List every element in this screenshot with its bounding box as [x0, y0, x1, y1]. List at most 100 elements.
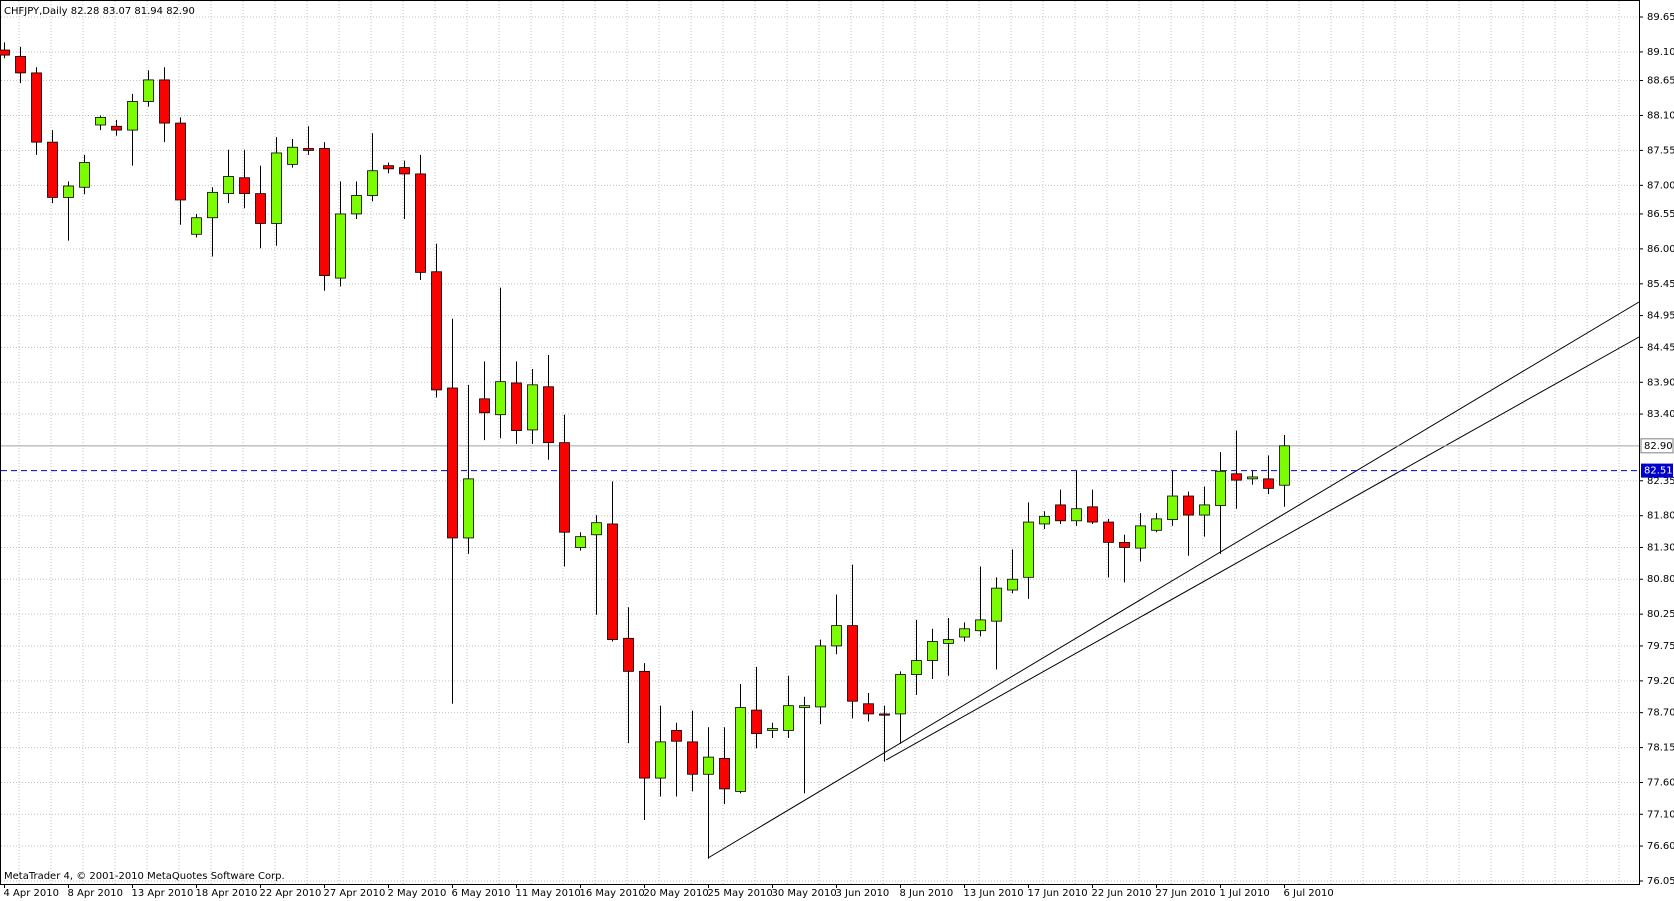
x-tick-label: 27 Apr 2010 [324, 888, 386, 899]
candle-body [1039, 515, 1050, 525]
y-tick-label: 76.60 [1647, 841, 1674, 852]
candle-body [335, 213, 346, 279]
candle-body [1007, 578, 1018, 591]
candle-body [175, 122, 186, 201]
candle-body [895, 674, 906, 715]
candle-body [319, 148, 330, 276]
candle-body [367, 170, 378, 196]
y-tick-label: 82.35 [1647, 476, 1674, 487]
candle-body [143, 79, 154, 102]
x-tick-label: 11 May 2010 [516, 888, 581, 899]
candle-body [879, 713, 890, 716]
candle-body [239, 177, 250, 195]
candle-body [991, 587, 1002, 622]
candle-body [1279, 445, 1290, 486]
x-tick-label: 17 Jun 2010 [1028, 888, 1088, 899]
candle-body [559, 442, 570, 533]
candle-body [383, 165, 394, 170]
candle-body [1231, 473, 1242, 481]
candle-body [927, 641, 938, 661]
plot-frame [0, 0, 1640, 885]
y-tick-label: 84.95 [1647, 311, 1674, 322]
y-tick-label: 87.00 [1647, 180, 1674, 191]
candle-body [799, 705, 810, 708]
candle-body [479, 398, 490, 414]
y-tick-label: 88.65 [1647, 76, 1674, 87]
x-tick-label: 6 Jul 2010 [1284, 888, 1334, 899]
x-tick-label: 16 May 2010 [580, 888, 645, 899]
candle-body [463, 478, 474, 539]
candle-body [1263, 478, 1274, 489]
y-tick-label: 81.30 [1647, 542, 1674, 553]
candle-body [255, 193, 266, 224]
candle-body [1247, 476, 1258, 480]
y-tick-label: 87.55 [1647, 145, 1674, 156]
candle-body [47, 141, 58, 198]
y-tick-label: 80.25 [1647, 609, 1674, 620]
candle-body [0, 49, 10, 56]
price-tag-label: 82.90 [1644, 441, 1673, 452]
y-tick-label: 76.05 [1647, 876, 1674, 887]
candle-body [1183, 495, 1194, 516]
y-tick-label: 83.40 [1647, 409, 1674, 420]
candle-body [1167, 495, 1178, 520]
candle-body [623, 637, 634, 672]
candle-body [911, 660, 922, 675]
candle-body [1199, 504, 1210, 516]
y-tick-label: 79.75 [1647, 641, 1674, 652]
x-tick-label: 1 Jul 2010 [1220, 888, 1270, 899]
candle-body [831, 625, 842, 647]
price-tag [1640, 438, 1674, 454]
x-tick-label: 8 Apr 2010 [68, 888, 123, 899]
candle-body [495, 381, 506, 416]
candle-body [1151, 518, 1162, 531]
candle-body [719, 757, 730, 790]
candle-body [191, 217, 202, 235]
candle-body [783, 705, 794, 731]
candle-body [591, 522, 602, 536]
x-tick-label: 4 Apr 2010 [4, 888, 59, 899]
candle-body [431, 271, 442, 391]
candle-body [847, 625, 858, 702]
y-tick-label: 81.80 [1647, 511, 1674, 522]
candle-body [31, 72, 42, 143]
x-tick-label: 22 Apr 2010 [260, 888, 322, 899]
candle-body [1087, 506, 1098, 523]
copyright: MetaTrader 4, © 2001-2010 MetaQuotes Sof… [4, 871, 285, 882]
candle-body [751, 709, 762, 735]
y-tick-label: 88.10 [1647, 110, 1674, 121]
candle-body [687, 741, 698, 775]
candle-body [735, 707, 746, 792]
candle-body [63, 185, 74, 198]
x-tick-label: 27 Jun 2010 [1156, 888, 1216, 899]
y-tick-label: 78.70 [1647, 708, 1674, 719]
candle-body [287, 146, 298, 165]
candle-body [671, 730, 682, 742]
x-tick-label: 8 Jun 2010 [900, 888, 954, 899]
candle-body [415, 173, 426, 273]
candle-body [1023, 521, 1034, 578]
x-tick-label: 6 May 2010 [452, 888, 511, 899]
candle-body [943, 639, 954, 644]
candle-body [111, 125, 122, 131]
candle-body [223, 176, 234, 195]
candle-body [127, 101, 138, 131]
candle-body [207, 191, 218, 219]
candle-body [863, 703, 874, 715]
x-tick-label: 22 Jun 2010 [1092, 888, 1152, 899]
candle-body [527, 384, 538, 431]
chart-title: CHFJPY,Daily 82.28 83.07 81.94 82.90 [4, 6, 195, 17]
candle-body [1119, 541, 1130, 548]
candle-body [271, 152, 282, 224]
x-tick-label: 13 Apr 2010 [132, 888, 194, 899]
y-tick-label: 77.10 [1647, 809, 1674, 820]
candle-body [767, 728, 778, 731]
candle-body [1055, 504, 1066, 522]
candle-body [95, 116, 106, 126]
y-tick-label: 89.10 [1647, 47, 1674, 58]
y-tick-label: 83.90 [1647, 377, 1674, 388]
candle-body [1103, 521, 1114, 543]
x-tick-label: 18 Apr 2010 [196, 888, 258, 899]
level-tag [1641, 463, 1673, 478]
